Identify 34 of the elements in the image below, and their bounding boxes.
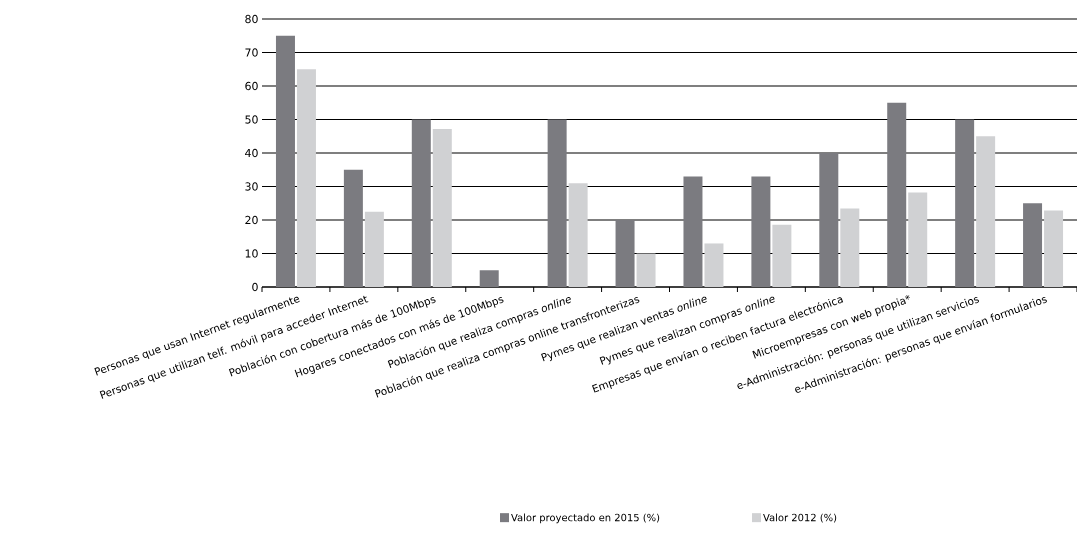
bar [364,211,384,287]
bar [819,153,839,287]
bar [296,69,316,287]
y-tick-label: 10 [245,249,258,258]
bar [976,136,996,287]
legend-label: Valor 2012 (%) [763,513,837,523]
bar [432,128,452,287]
bar [343,169,363,287]
y-tick-label: 80 [245,14,258,24]
bar [840,208,860,287]
y-tick-label: 20 [245,215,258,225]
bar [636,253,656,287]
y-tick-label: 50 [245,115,258,124]
bar [411,119,431,287]
bar [1044,210,1064,287]
bar [568,183,588,287]
bar [479,270,499,287]
y-tick-label: 70 [245,48,258,57]
bar [683,176,703,287]
bar [772,224,792,287]
y-tick-label: 0 [252,282,258,292]
bar [615,220,635,287]
legend-label: Valor proyectado en 2015 (%) [511,513,660,524]
bar [547,119,567,287]
bar [908,192,928,287]
y-tick-label: 60 [245,81,258,91]
y-tick-label: 40 [245,148,258,158]
bar [704,243,724,287]
bar [751,176,771,287]
bar [887,102,907,287]
y-tick-label: 30 [245,182,258,191]
bar [275,35,295,287]
bar [955,119,975,287]
bar [1023,203,1043,287]
